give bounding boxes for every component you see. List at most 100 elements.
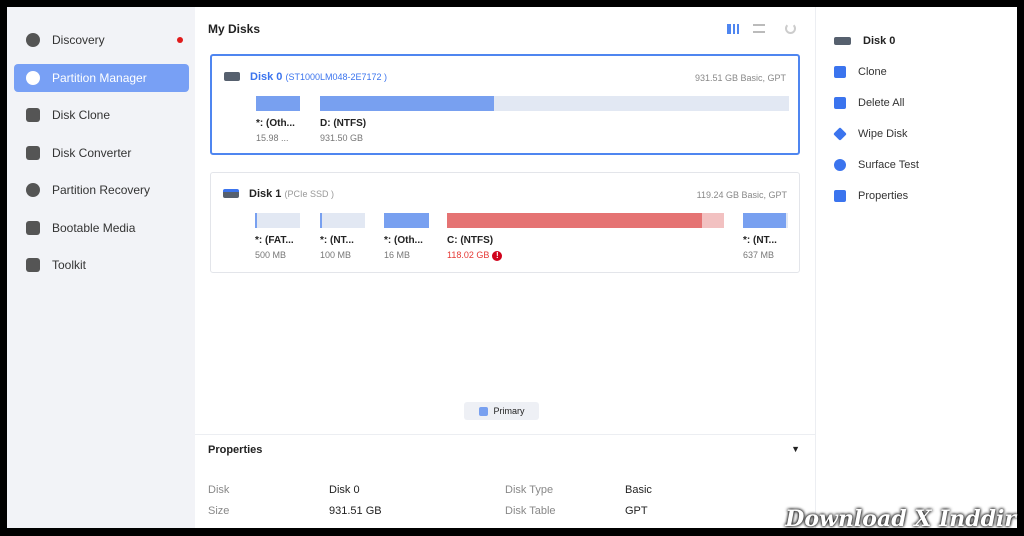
wipe-disk-action[interactable]: Wipe Disk (833, 127, 908, 141)
ssd-drive-icon (223, 189, 239, 198)
disk-info: 119.24 GB Basic, GPT (696, 190, 787, 200)
watermark-logo: Download X Inddir (785, 506, 1016, 532)
partition-usage-bar (255, 213, 300, 228)
partition-label: *: (Oth... (384, 235, 423, 246)
sidebar-item-partition-recovery[interactable]: Partition Recovery (14, 176, 189, 204)
size-text: 100 MB (320, 250, 352, 260)
clone-icon (834, 66, 846, 78)
partition-usage-bar (447, 213, 724, 228)
sidebar-item-discovery[interactable]: Discovery (14, 26, 189, 54)
usage-fill (447, 213, 702, 228)
partition-size: 16 MB (384, 250, 429, 260)
disk-converter-icon (26, 146, 40, 160)
partition-size: 118.02 GB! (447, 250, 724, 261)
grid-view-icon[interactable] (727, 24, 739, 34)
prop-value: GPT (625, 505, 648, 517)
sidebar-item-bootable-media[interactable]: Bootable Media (14, 214, 189, 242)
prop-key: Disk Table (505, 505, 556, 517)
usage-fill (320, 213, 323, 228)
legend-label: Primary (493, 406, 525, 416)
partition-usage-bar (320, 213, 365, 228)
action-label: Clone (858, 66, 887, 78)
partition-label: C: (NTFS) (447, 235, 494, 246)
usage-fill (384, 213, 429, 228)
partition[interactable]: *: (Oth... 16 MB (384, 213, 429, 260)
usage-fill (743, 213, 786, 228)
sidebar-item-partition-manager[interactable]: Partition Manager (14, 64, 189, 92)
usage-fill (256, 96, 300, 111)
list-view-icon[interactable] (753, 24, 765, 33)
usage-fill (320, 96, 494, 111)
nav-label: Partition Manager (52, 71, 147, 85)
sidebar: Discovery Partition Manager Disk Clone D… (7, 7, 195, 528)
partition-label: *: (Oth... (256, 118, 295, 129)
hard-drive-icon (834, 37, 851, 45)
divider (195, 434, 815, 435)
sidebar-item-disk-converter[interactable]: Disk Converter (14, 139, 189, 167)
disk-info: 931.51 GB Basic, GPT (694, 73, 786, 83)
collapse-caret-icon[interactable]: ▼ (791, 444, 800, 454)
disk-title: Disk 1 (249, 188, 282, 200)
size-text: 16 MB (384, 250, 411, 260)
partition-size: 100 MB (320, 250, 365, 260)
nav-label: Partition Recovery (52, 183, 151, 197)
partition-usage-bar (320, 96, 789, 111)
size-text: 931.50 GB (320, 133, 364, 143)
partition-label: *: (NT... (320, 235, 354, 246)
prop-key: Disk (208, 484, 230, 496)
disk-name: Disk 0 (ST1000LM048-2E7172 ) (250, 71, 387, 83)
partition-label: D: (NTFS) (320, 118, 367, 129)
partition-usage-bar (256, 96, 300, 111)
primary-swatch (478, 406, 488, 416)
prop-value: Disk 0 (329, 484, 360, 496)
legend-primary: Primary (464, 402, 539, 420)
usage-fill (255, 213, 258, 228)
delete-all-action[interactable]: Delete All (834, 97, 904, 109)
partition[interactable]: *: (NT... 100 MB (320, 213, 365, 260)
warning-icon: ! (492, 251, 503, 261)
disk-clone-icon (26, 108, 40, 122)
action-label: Surface Test (858, 159, 919, 171)
disk-title: Disk 0 (250, 71, 283, 83)
disk-card-0[interactable]: Disk 0 (ST1000LM048-2E7172 ) 931.51 GB B… (210, 54, 800, 155)
properties-title: Properties (208, 444, 263, 456)
prop-value: 931.51 GB (329, 505, 382, 517)
nav-label: Disk Converter (52, 146, 132, 160)
size-text: 500 MB (255, 250, 287, 260)
partition-usage-bar (384, 213, 429, 228)
refresh-icon[interactable] (785, 23, 796, 34)
toolbox-icon (26, 258, 40, 272)
partition-usage-bar (743, 213, 788, 228)
disk-card-1[interactable]: Disk 1 (PCIe SSD ) 119.24 GB Basic, GPT … (210, 172, 800, 273)
nav-label: Bootable Media (52, 221, 136, 235)
prop-key: Disk Type (505, 484, 554, 496)
action-label: Delete All (858, 97, 905, 109)
sidebar-item-disk-clone[interactable]: Disk Clone (14, 101, 189, 129)
partition-size: 931.50 GB (320, 133, 789, 143)
partition-label: *: (FAT... (255, 235, 294, 246)
action-label: Wipe Disk (858, 128, 908, 140)
partition[interactable]: D: (NTFS) 931.50 GB (320, 96, 789, 143)
nav-label: Toolkit (52, 258, 87, 272)
properties-icon (834, 190, 846, 202)
properties-action[interactable]: Properties (834, 190, 908, 202)
partition[interactable]: *: (Oth... 15.98 ... (256, 96, 300, 143)
disk-name: Disk 1 (PCIe SSD ) (249, 188, 334, 200)
partition[interactable]: C: (NTFS) 118.02 GB! (447, 213, 724, 261)
surface-test-action[interactable]: Surface Test (834, 159, 919, 171)
partition[interactable]: *: (FAT... 500 MB (255, 213, 300, 260)
trash-icon (834, 97, 846, 109)
disk-model: (PCIe SSD ) (284, 189, 334, 199)
partition[interactable]: *: (NT... 637 MB (743, 213, 788, 260)
bootable-media-icon (26, 221, 40, 235)
page-title: My Disks (208, 22, 261, 36)
sidebar-item-toolkit[interactable]: Toolkit (14, 251, 189, 279)
header-label: Disk 0 (863, 35, 896, 47)
partition-label: *: (NT... (743, 235, 777, 246)
size-text: 15.98 ... (256, 133, 289, 143)
clone-action[interactable]: Clone (834, 66, 887, 78)
partition-size: 500 MB (255, 250, 300, 260)
partition-size: 637 MB (743, 250, 788, 260)
action-label: Properties (858, 190, 909, 202)
nav-label: Disk Clone (52, 108, 111, 122)
